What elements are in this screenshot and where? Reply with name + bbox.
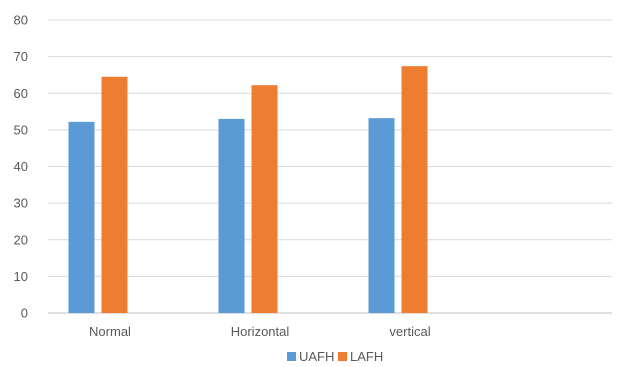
y-axis-tick-labels: 0 10 20 30 40 50 60 70 80 — [14, 13, 28, 321]
bar-uafh-vertical — [368, 118, 395, 313]
y-tick-label: 40 — [14, 159, 28, 174]
legend-swatch-lafh — [338, 352, 347, 361]
x-category-label: vertical — [389, 324, 430, 339]
y-tick-label: 80 — [14, 13, 28, 28]
y-tick-label: 20 — [14, 232, 28, 247]
x-category-label: Normal — [89, 324, 131, 339]
y-tick-label: 30 — [14, 196, 28, 211]
x-category-label: Horizontal — [231, 324, 290, 339]
y-tick-label: 50 — [14, 122, 28, 137]
bar-uafh-horizontal — [218, 118, 245, 313]
bar-lafh-normal — [101, 76, 128, 313]
y-tick-label: 0 — [21, 306, 28, 321]
bars — [68, 66, 428, 314]
legend-swatch-uafh — [287, 352, 296, 361]
legend-label-uafh: UAFH — [299, 349, 334, 364]
bar-lafh-horizontal — [251, 85, 278, 313]
gridlines — [48, 19, 612, 314]
legend-label-lafh: LAFH — [350, 349, 383, 364]
y-tick-label: 10 — [14, 269, 28, 284]
legend: UAFH LAFH — [287, 349, 383, 364]
bar-uafh-normal — [68, 121, 95, 313]
bar-lafh-vertical — [401, 66, 428, 314]
y-tick-label: 70 — [14, 49, 28, 64]
x-axis-category-labels: Normal Horizontal vertical — [89, 324, 431, 339]
y-tick-label: 60 — [14, 86, 28, 101]
